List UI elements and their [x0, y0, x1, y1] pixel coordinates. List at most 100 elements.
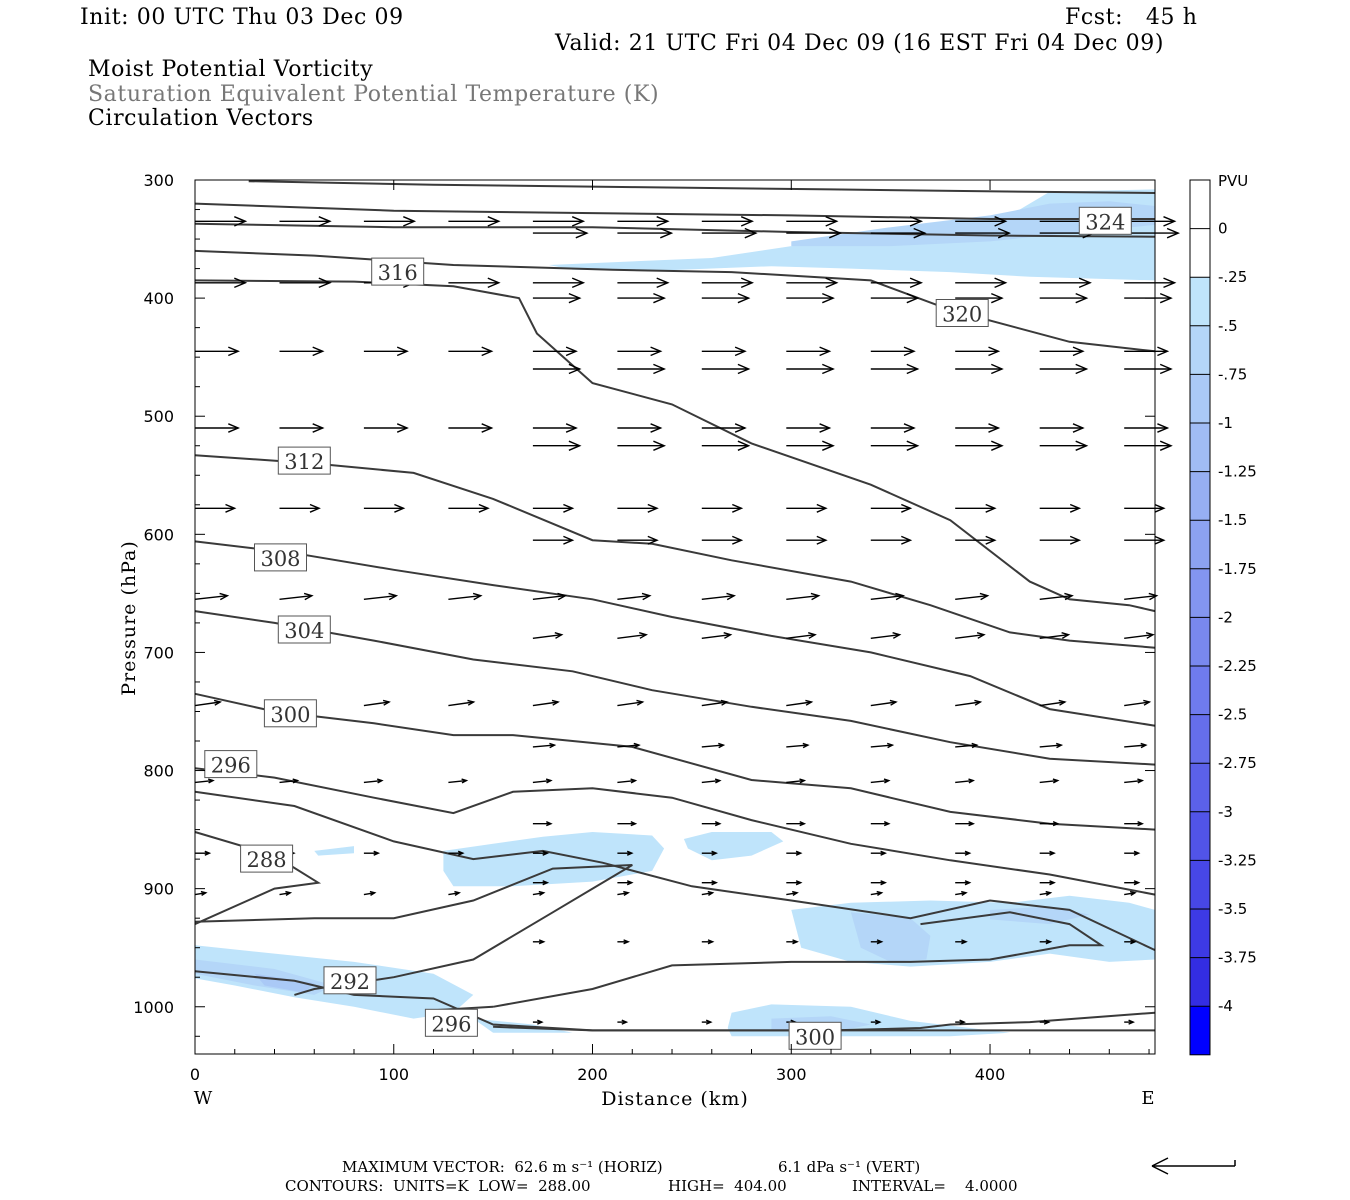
vector-head: [968, 778, 975, 784]
vector-shaft: [532, 595, 566, 600]
colorbar: 0 -.25 -.5 -.75 -1 -1.25 -1.5 -1.75 -2 -2.25 -2.5 -…: [1189, 179, 1257, 1056]
vector-head: [805, 699, 814, 706]
vector-head: [740, 277, 754, 289]
circulation-vector: [955, 699, 983, 707]
circulation-vector: [701, 1019, 713, 1025]
vector-head: [825, 216, 839, 227]
circulation-vector: [195, 346, 240, 357]
circulation-vector: [870, 535, 913, 545]
circulation-vector: [279, 778, 300, 784]
vector-head: [876, 939, 884, 945]
circulation-vector: [701, 880, 718, 886]
vector-head: [549, 742, 557, 749]
vector-shaft: [955, 744, 977, 748]
vector-head: [994, 277, 1008, 289]
circulation-vector: [617, 742, 641, 749]
circulation-vector: [786, 890, 799, 896]
vector-shaft: [701, 744, 724, 748]
pv-region: [683, 832, 784, 861]
vector-head: [732, 535, 744, 545]
circulation-vector: [1124, 440, 1173, 451]
circulation-vector: [786, 699, 814, 707]
circulation-vector: [786, 778, 807, 784]
circulation-vector: [1124, 742, 1148, 749]
contour-label-text: 292: [330, 970, 370, 994]
vector-head: [961, 890, 968, 896]
vector-shaft: [786, 701, 812, 707]
vector-head: [1154, 503, 1166, 513]
vector-head: [903, 423, 916, 433]
vector-head: [396, 423, 409, 433]
vector-head: [718, 742, 726, 749]
vector-head: [819, 346, 832, 357]
circulation-vector: [279, 890, 293, 896]
vector-shaft: [448, 595, 481, 600]
circulation-vector: [448, 277, 501, 289]
vector-head: [563, 503, 575, 513]
circulation-vector: [955, 440, 1004, 451]
vector-head: [318, 277, 332, 289]
vector-head: [895, 592, 906, 601]
vector-head: [707, 890, 715, 896]
colorbar-label: -.75: [1218, 365, 1247, 383]
circulation-vector: [786, 292, 835, 304]
vector-head: [883, 778, 891, 784]
theta-contour-layer: [194, 180, 1156, 1032]
vector-head: [1069, 535, 1082, 545]
pv-region: [314, 846, 354, 856]
vector-head: [744, 227, 758, 239]
vector-head: [901, 503, 913, 513]
field-title-vectors: Circulation Vectors: [88, 106, 314, 131]
contour-label: 300: [263, 699, 317, 728]
vector-head: [478, 503, 490, 513]
vector-shaft: [617, 595, 650, 600]
vector-head: [876, 890, 884, 896]
x-tick-label: 300: [776, 1065, 807, 1084]
circulation-vector: [786, 216, 839, 227]
vector-shaft: [363, 595, 397, 600]
vector-shaft: [701, 701, 728, 707]
vector-head: [991, 363, 1004, 375]
vector-head: [1159, 363, 1173, 375]
circulation-vector: [870, 346, 916, 357]
vector-shaft: [532, 701, 559, 707]
y-tick-label: 1000: [133, 998, 174, 1017]
circulation-vector: [870, 821, 891, 827]
vector-head: [740, 216, 754, 227]
contour-label-text: 300: [270, 703, 310, 727]
pv-region: [990, 906, 1090, 925]
vector-head: [991, 440, 1004, 451]
vector-head: [633, 742, 641, 749]
vector-head: [542, 850, 550, 856]
circulation-vector: [955, 277, 1008, 289]
circulation-vector: [363, 850, 381, 856]
circulation-vector: [617, 363, 667, 375]
circulation-vector: [448, 346, 494, 357]
circulation-vector: [194, 778, 215, 784]
colorbar-swatch: [1190, 325, 1210, 375]
vector-head: [799, 778, 807, 784]
contour-label-box: [371, 257, 425, 286]
vector-head: [906, 440, 920, 451]
circulation-vector: [532, 850, 550, 856]
colorbar-label: -3: [1218, 803, 1233, 821]
vector-head: [568, 292, 582, 304]
circulation-vector: [955, 821, 975, 827]
circulation-vector: [1124, 227, 1181, 239]
vector-head: [1045, 890, 1053, 896]
vector-shaft: [870, 779, 889, 784]
circulation-vector: [1039, 821, 1060, 827]
circulation-vector: [532, 227, 589, 239]
circulation-vector: [1039, 292, 1089, 304]
vector-head: [653, 363, 667, 375]
contour-label-box: [263, 699, 317, 728]
pv-region: [548, 189, 1155, 281]
circulation-vector: [1039, 939, 1053, 945]
circulation-vector: [532, 503, 575, 513]
theta-contour: [194, 767, 1156, 896]
circulation-vector: [870, 277, 924, 289]
circulation-vector: [1039, 699, 1067, 707]
vector-head: [228, 423, 240, 433]
circulation-vector: [955, 346, 1001, 357]
circulation-vector: [279, 346, 325, 357]
